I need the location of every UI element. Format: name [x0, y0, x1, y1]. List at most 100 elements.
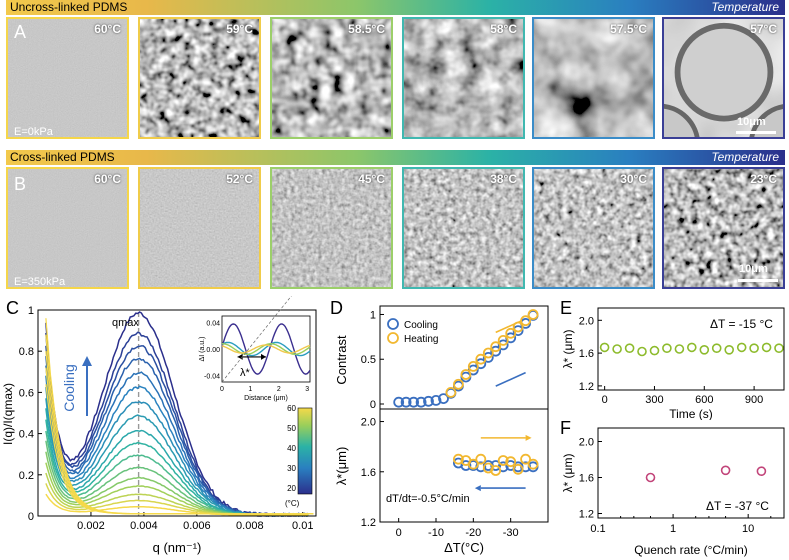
c-ytick-label: 0.4 [19, 429, 34, 441]
c-series-line [45, 493, 309, 516]
temperature-bar-a: Uncross-linked PDMS Temperature [6, 0, 785, 15]
f-point [645, 472, 656, 483]
micrograph-image [272, 169, 391, 287]
panel-f-chart: 0.1 1 10 1.2 1.6 2.0 λ* (μm) Quench rate (°C/… [561, 427, 785, 557]
c-ytick-label: 0.6 [19, 387, 34, 399]
panel-f-xlabel: Quench rate (°C/min) [634, 543, 748, 557]
colorbar-tick-label: 50 [287, 424, 296, 433]
colorbar-tick-label: 40 [287, 444, 296, 453]
e-ytick-label: 2.0 [579, 315, 594, 327]
f-ytick-label: 1.2 [579, 509, 594, 521]
inset-xtick-label: 3 [305, 386, 309, 393]
micrograph-image [534, 169, 653, 287]
c-ytick-label: 0.8 [19, 346, 34, 358]
panel-d-chart: 0 0.5 1 1.2 1.6 2.0 0 -10 -20 -30 Contrast λ*(μm)… [334, 305, 549, 555]
d-top-point [438, 393, 449, 404]
qmax-label: qmax [112, 317, 139, 329]
panel-label-a: A [14, 22, 27, 42]
e-ytick-label: 1.6 [579, 348, 594, 360]
temperature-bar-b: Cross-linked PDMS Temperature [6, 150, 785, 165]
d-bottom-point [467, 458, 479, 470]
inset-arrow-head-right [261, 353, 266, 360]
row-a-tile: 59°C [138, 17, 261, 139]
modulus-a: E=0kPa [14, 126, 53, 138]
panel-label-e: E [560, 298, 573, 318]
e-point [749, 343, 759, 354]
d-top-point [490, 345, 502, 357]
colorbar-tick-label: 20 [287, 484, 296, 493]
panel-e-frame [597, 307, 785, 391]
modulus-b: E=350kPa [14, 276, 66, 288]
row-b-tile: 38°C [402, 167, 525, 289]
d-top-point [482, 352, 494, 363]
panel-d-xlabel: ΔT(°C) [444, 540, 484, 555]
f-ytick-label: 1.6 [579, 473, 594, 485]
legend-cooling-label: Cooling [404, 320, 438, 331]
d-xtick-label: -30 [503, 527, 519, 539]
e-point [736, 342, 747, 353]
d-top-point [512, 321, 524, 333]
panel-d-bottom-ylabel: λ*(μm) [334, 447, 349, 486]
panel-c-inset: -0.04 0.00 0.04 0 1 2 3 ΔI (a.u.) Distance (μm… [199, 315, 311, 402]
d-bottom-point [512, 463, 524, 475]
inset-xtick-label: 0 [220, 386, 224, 393]
e-point [774, 343, 784, 354]
d-bottom-point [497, 455, 509, 466]
d-top-point [497, 335, 509, 346]
d-top-ytick-label: 1 [370, 309, 376, 321]
panel-d-annotation: dT/dt=-0.5°C/min [386, 493, 470, 505]
inset-xtick-label: 2 [277, 386, 281, 393]
d-top-point [482, 347, 494, 359]
micrograph-image [404, 169, 523, 287]
tile-temperature-label: 58°C [490, 22, 517, 36]
row-a-tile: 57°C [662, 17, 785, 139]
d-bottom-ytick-label: 1.2 [361, 517, 376, 529]
tile-temperature-label: 60°C [94, 22, 121, 36]
c-ytick-label: 0 [28, 511, 34, 523]
f-point [720, 465, 731, 476]
panel-label-f: F [560, 418, 571, 438]
e-xtick-label: 0 [602, 394, 608, 406]
d-top-point [497, 339, 509, 351]
row-a-tile: 58°C [402, 17, 525, 139]
row-a-tile: 60°C [6, 17, 129, 139]
colorbar-unit: (°C) [285, 499, 300, 508]
colorbar-tick-label: 30 [287, 464, 296, 473]
row-b-temperature-label: Temperature [711, 150, 779, 164]
d-bottom-point [505, 456, 517, 468]
d-xtick-label: -10 [428, 527, 444, 539]
d-top-point [467, 361, 479, 372]
tile-temperature-label: 57°C [750, 22, 777, 36]
panel-e-xlabel: Time (s) [669, 407, 713, 420]
c-ytick-label: 0.2 [19, 470, 34, 482]
micrograph-image [8, 169, 127, 287]
inset-ylabel: ΔI (a.u.) [199, 337, 206, 362]
micrograph-image [272, 19, 391, 137]
tile-temperature-label: 57.5°C [610, 22, 647, 36]
panel-d-top-ylabel: Contrast [334, 335, 349, 385]
c-baseline-line [45, 384, 314, 515]
e-point [649, 345, 660, 356]
d-bottom-point [527, 458, 539, 470]
micrograph-image [404, 19, 523, 137]
tile-temperature-label: 60°C [94, 172, 121, 186]
tile-temperature-label: 23°C [750, 172, 777, 186]
cooling-arrow-head [82, 356, 92, 366]
e-point [699, 344, 710, 355]
scale-bar-b [738, 279, 778, 282]
panel-e-chart: 0 300 600 900 1.2 1.6 2.0 λ* (μm) Time (s) ΔT … [561, 307, 785, 420]
d-top-point [400, 396, 412, 408]
panel-label-d: D [330, 298, 343, 318]
legend-cooling-marker [387, 318, 399, 330]
cooling-label: Cooling [61, 364, 77, 411]
f-xtick-label: 0.1 [590, 523, 605, 535]
panel-d-bottom-frame [379, 408, 549, 523]
colorbar-tick-label: 60 [287, 404, 296, 413]
f-xtick-label: 1 [670, 523, 676, 535]
d-top-point [460, 369, 472, 380]
d-top-point [408, 396, 419, 408]
d-cooling-arrow [495, 371, 526, 387]
row-b-tile: 30°C [532, 167, 655, 289]
micrograph-image [534, 19, 653, 137]
d-bottom-point [490, 465, 502, 476]
